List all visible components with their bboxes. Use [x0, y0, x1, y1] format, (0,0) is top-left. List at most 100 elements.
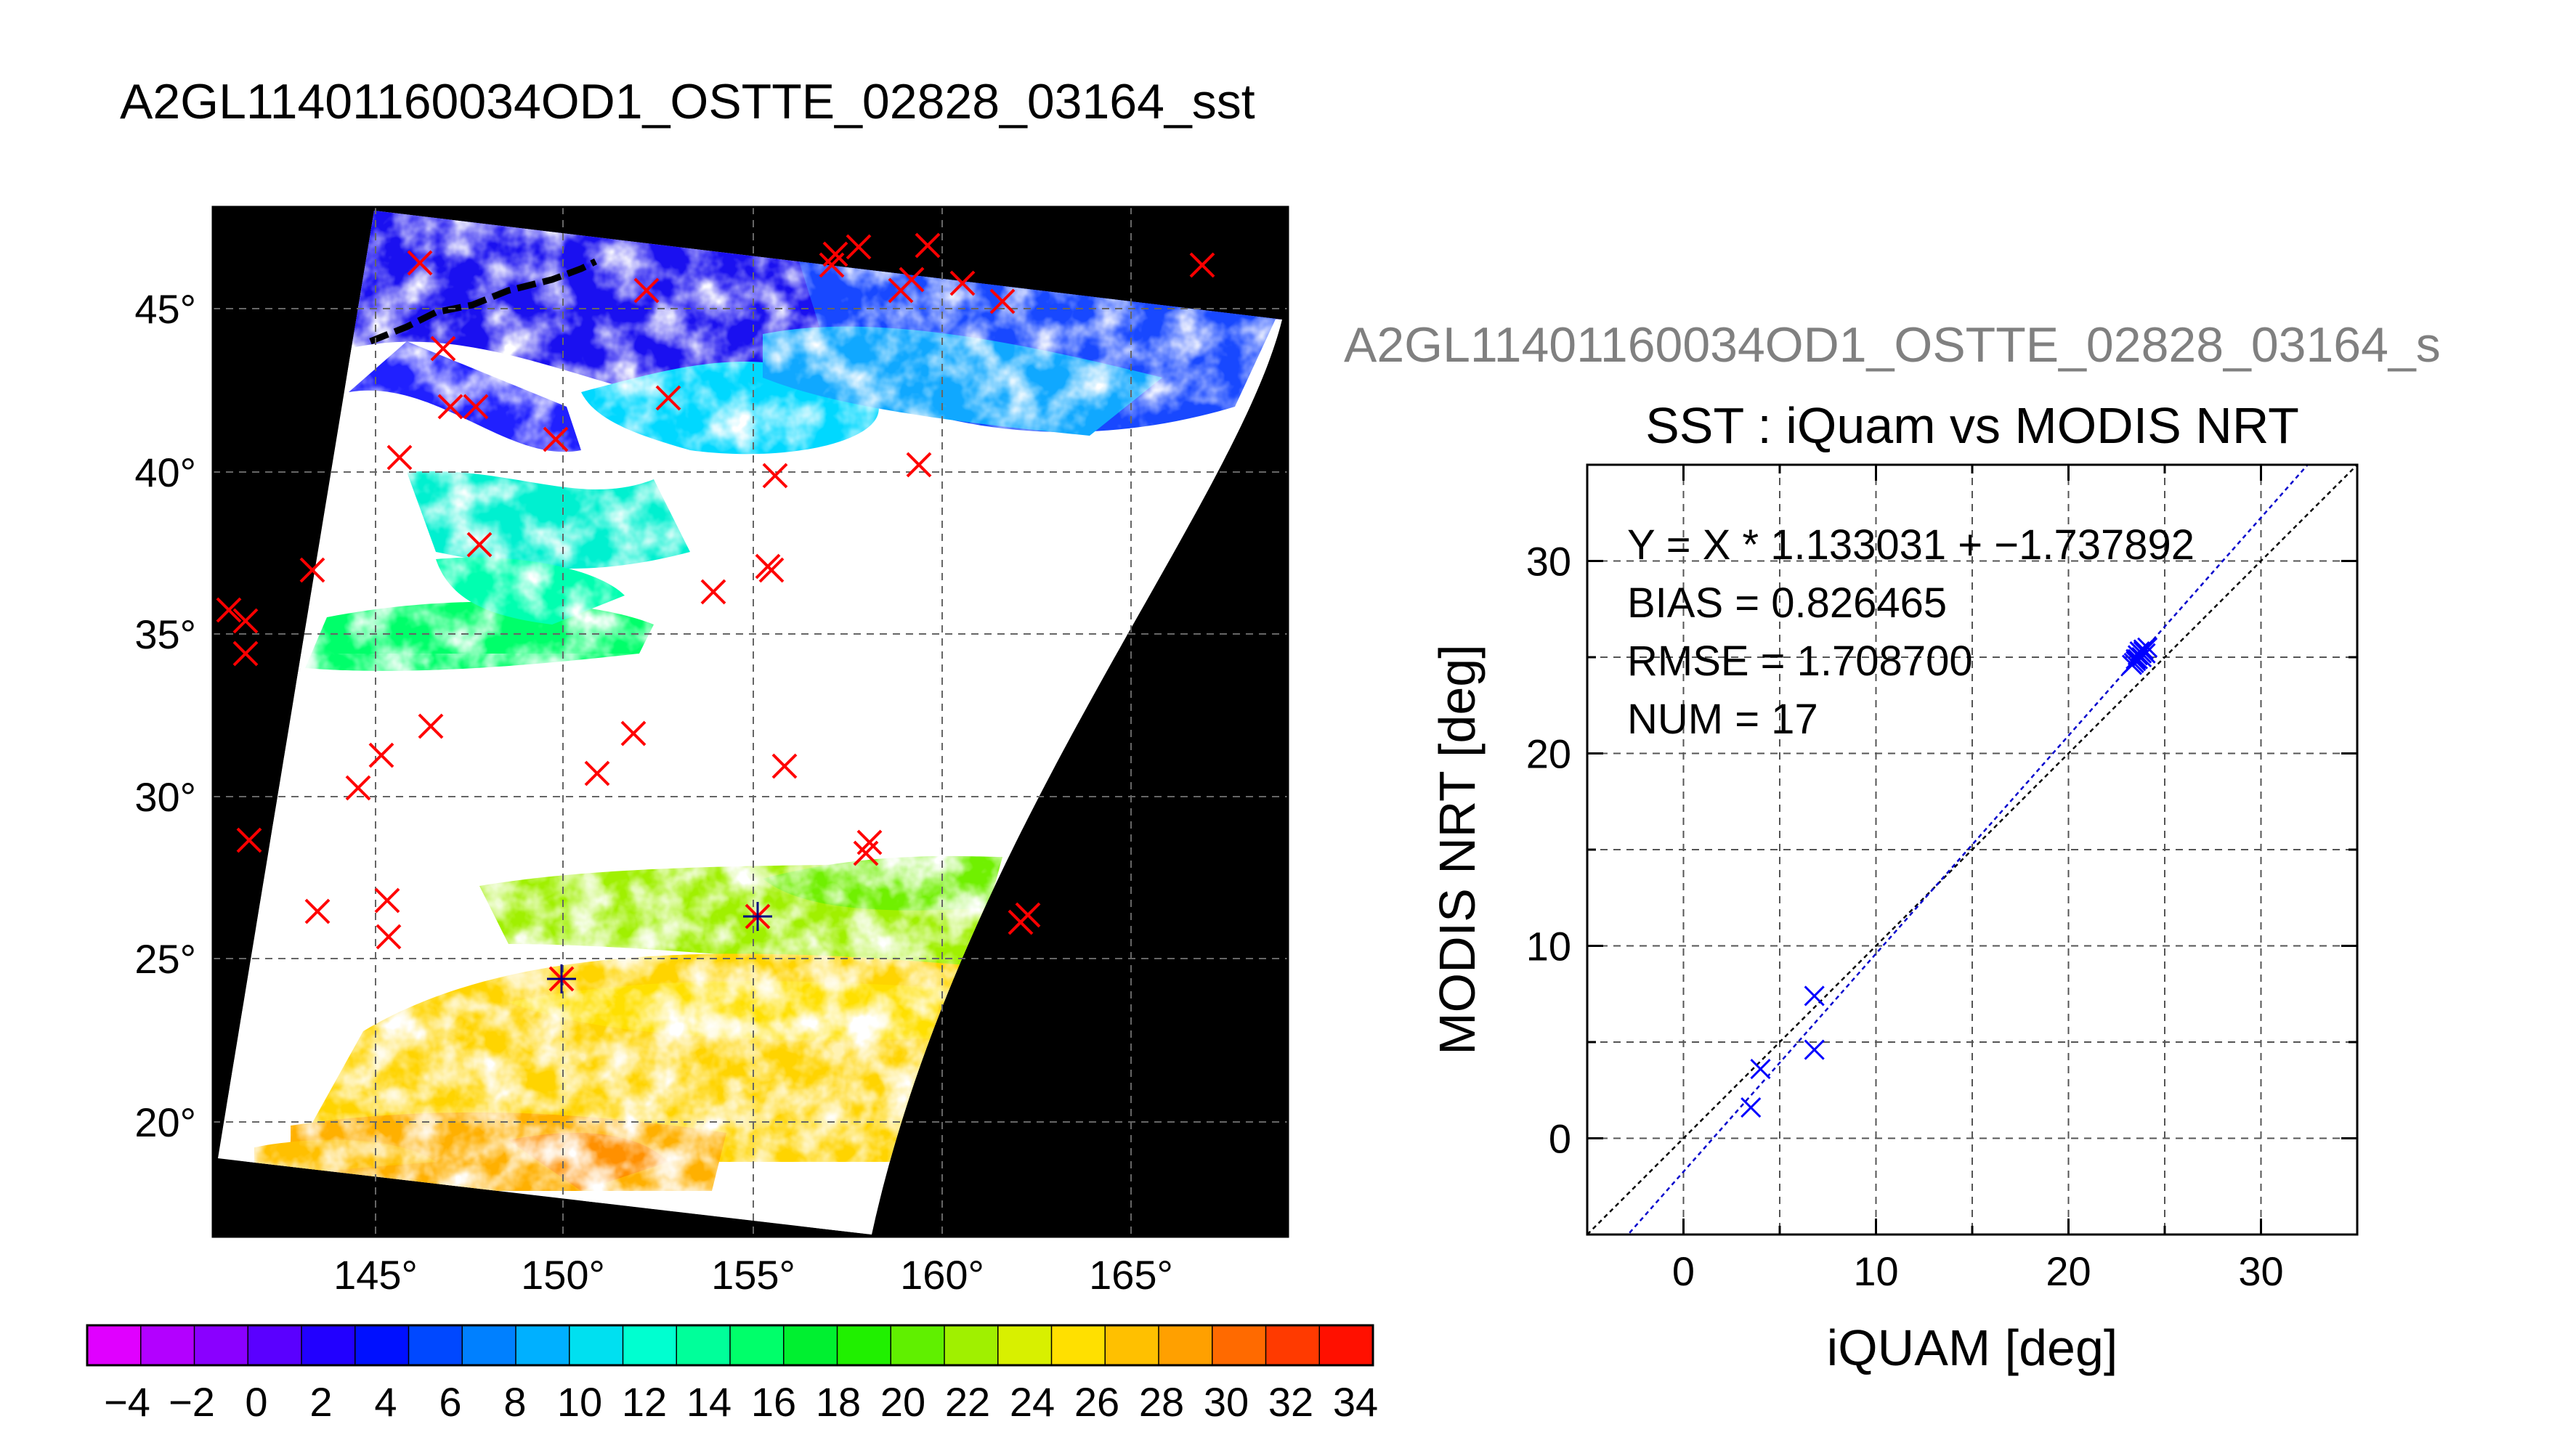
iquam-marker	[620, 720, 647, 747]
iquam-marker	[430, 335, 456, 362]
colorbar-cell	[891, 1325, 945, 1365]
scatter-point	[1804, 1039, 1825, 1060]
iquam-marker	[418, 713, 444, 739]
colorbar-tick-label: 2	[309, 1379, 332, 1425]
scatter-annotation: BIAS = 0.826465	[1627, 579, 1947, 627]
colorbar-tick-label: 16	[751, 1379, 796, 1425]
iquam-marker	[1015, 902, 1041, 928]
iquam-marker	[655, 385, 681, 411]
colorbar: −4 −2 0 2 4 6 8 10 12 14 16 18 20 22 24 26 28 30 32 34	[86, 1324, 1378, 1425]
latitude-label: 40°	[134, 450, 196, 495]
iquam-marker	[700, 579, 726, 605]
iquam-marker	[906, 452, 932, 478]
scatter-point	[1804, 985, 1825, 1006]
iquam-marker	[232, 608, 259, 634]
colorbar-tick-label: 12	[622, 1379, 667, 1425]
colorbar-cell	[1319, 1325, 1374, 1365]
colorbar-tick-label: 0	[245, 1379, 267, 1425]
colorbar-cell	[1265, 1325, 1320, 1365]
iquam-marker	[437, 394, 463, 420]
iquam-marker	[236, 827, 262, 853]
colorbar-cell	[516, 1325, 570, 1365]
latitude-label: 20°	[134, 1099, 196, 1145]
colorbar-tick-label: 6	[439, 1379, 461, 1425]
iquam-marker	[819, 252, 845, 278]
iquam-marker	[743, 902, 772, 931]
scatter-annotations: Y = X * 1.133031 + −1.737892 BIAS = 0.826…	[1627, 521, 2195, 743]
scatter-annotation: NUM = 17	[1627, 696, 1818, 743]
colorbar-tick-label: 10	[557, 1379, 602, 1425]
scatter-gridlines	[1587, 465, 2357, 1235]
iquam-markers	[216, 232, 1215, 993]
x-axis-label: iQUAM [deg]	[1827, 1319, 2118, 1376]
iquam-marker	[762, 463, 788, 489]
colorbar-tick-label: 28	[1139, 1379, 1184, 1425]
longitude-label: 160°	[900, 1252, 984, 1298]
colorbar-cell	[730, 1325, 785, 1365]
longitude-label: 155°	[711, 1252, 795, 1298]
colorbar-frame	[86, 1324, 1374, 1367]
scatter-point	[1740, 1097, 1762, 1118]
colorbar-cell	[1212, 1325, 1266, 1365]
iquam-marker	[345, 775, 371, 801]
colorbar-cell	[783, 1325, 838, 1365]
colorbar-cell	[87, 1325, 142, 1365]
iquam-marker	[368, 742, 394, 768]
longitude-label: 150°	[521, 1252, 605, 1298]
colorbar-tick-label: 20	[880, 1379, 925, 1425]
colorbar-cell	[194, 1325, 248, 1365]
latitude-label: 25°	[134, 936, 196, 982]
colorbar-cell	[408, 1325, 463, 1365]
colorbar-cell	[248, 1325, 302, 1365]
colorbar-cell	[140, 1325, 195, 1365]
scatter-chart: SST : iQuam vs MODIS NRT 0 10 20 300102030 …	[1429, 397, 2359, 1376]
scatter-annotation: RMSE = 1.708700	[1627, 638, 1973, 685]
iquam-marker	[232, 640, 259, 667]
regression-line	[1626, 465, 2309, 1235]
longitude-labels: 145° 150° 155° 160° 165°	[333, 1252, 1173, 1298]
colorbar-tick-label: 8	[503, 1379, 526, 1425]
iquam-marker	[304, 898, 331, 924]
colorbar-cell	[301, 1325, 356, 1365]
colorbar-tick-label: 14	[686, 1379, 732, 1425]
colorbar-tick-label: 30	[1204, 1379, 1249, 1425]
colorbar-cell	[837, 1325, 891, 1365]
scatter-annotation: Y = X * 1.133031 + −1.737892	[1627, 521, 2195, 569]
colorbar-tick-label: −2	[169, 1379, 215, 1425]
latitude-label: 45°	[134, 286, 196, 332]
iquam-marker	[846, 234, 872, 260]
colorbar-cell	[623, 1325, 677, 1365]
main-title: A2GL11401160034OD1_OSTTE_02828_03164_sst	[120, 74, 1255, 129]
colorbar-tick-label: 4	[374, 1379, 397, 1425]
latitude-labels: 20° 25° 30° 35° 40° 45°	[134, 286, 196, 1145]
iquam-marker	[989, 288, 1016, 314]
longitude-label: 165°	[1089, 1252, 1173, 1298]
iquam-marker	[543, 426, 569, 452]
x-tick-label: 30	[2238, 1248, 2283, 1294]
coastline	[369, 258, 598, 345]
y-tick-label: 0	[1549, 1116, 1571, 1162]
iquam-marker	[374, 887, 400, 914]
colorbar-tick-label: 26	[1074, 1379, 1119, 1425]
y-axis-label: MODIS NRT [deg]	[1429, 644, 1486, 1054]
scatter-panel-title: A2GL11401160034OD1_OSTTE_02828_03164_s	[1344, 317, 2441, 373]
iquam-marker	[584, 760, 610, 786]
scatter-lines	[1587, 465, 2357, 1235]
chart-title: SST : iQuam vs MODIS NRT	[1645, 397, 2299, 454]
y-tick-label: 10	[1526, 924, 1571, 969]
y-tick-label: 20	[1526, 731, 1571, 777]
iquam-marker	[758, 557, 785, 583]
colorbar-cell	[676, 1325, 731, 1365]
colorbar-cell	[997, 1325, 1052, 1365]
colorbar-tick-label: −4	[104, 1379, 150, 1425]
iquam-marker	[463, 394, 489, 420]
colorbar-cell	[1159, 1325, 1213, 1365]
colorbar-tick-label: 34	[1333, 1379, 1378, 1425]
iquam-marker	[466, 532, 493, 558]
latitude-label: 35°	[134, 611, 196, 657]
iquam-marker	[216, 597, 242, 623]
colorbar-cell	[569, 1325, 623, 1365]
scatter-ticks: 0 10 20 30 0 10 20 30	[1526, 463, 2359, 1294]
